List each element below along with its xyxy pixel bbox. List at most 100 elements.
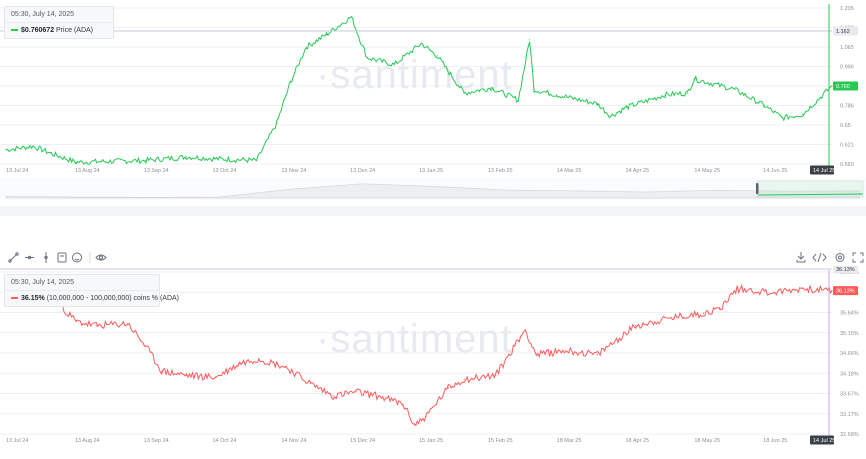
x-tick-label: 14 Jun 25 bbox=[763, 168, 787, 174]
data-point bbox=[463, 92, 465, 94]
date-badge-label: 14 Jul 25 bbox=[813, 438, 835, 444]
data-point bbox=[305, 46, 307, 48]
date-badge bbox=[810, 165, 834, 175]
data-point bbox=[75, 161, 77, 163]
data-point bbox=[276, 122, 278, 124]
holders-chart-panel[interactable]: ·santiment36.60%36.13%35.64%35.15%34.66%… bbox=[0, 264, 866, 454]
data-point bbox=[596, 103, 598, 105]
crosshair-value-badge bbox=[833, 264, 858, 274]
x-tick-label: 14 Oct 24 bbox=[213, 438, 237, 444]
trend-line-icon[interactable] bbox=[8, 252, 19, 263]
data-point bbox=[734, 88, 736, 91]
price-chart[interactable]: ·santiment1.2051.1621.0650.9960.9270.786… bbox=[0, 0, 866, 212]
data-point bbox=[528, 39, 531, 41]
y-tick-label: 33.17% bbox=[840, 412, 859, 418]
data-point bbox=[596, 354, 598, 356]
x-tick-label: 18 Jun 25 bbox=[763, 438, 787, 444]
y-tick-label: 1.065 bbox=[840, 45, 854, 51]
vertical-line-icon[interactable] bbox=[44, 252, 48, 263]
panel-separator bbox=[0, 206, 866, 216]
data-point bbox=[127, 323, 129, 325]
holders-chart[interactable]: ·santiment36.60%36.13%35.64%35.15%34.66%… bbox=[0, 264, 866, 454]
x-tick-label: 13 Dec 24 bbox=[350, 168, 375, 174]
date-badge bbox=[810, 435, 834, 445]
x-tick-label: 13 Aug 24 bbox=[75, 168, 100, 174]
data-point bbox=[413, 424, 416, 426]
y-tick-label: 0.996 bbox=[840, 65, 854, 71]
data-point bbox=[664, 94, 666, 96]
data-point bbox=[255, 159, 258, 162]
current-value-badge bbox=[833, 286, 858, 296]
y-tick-label: 33.67% bbox=[840, 392, 859, 398]
data-point bbox=[332, 395, 334, 397]
note-icon[interactable] bbox=[57, 252, 67, 263]
watermark: ·santiment bbox=[316, 53, 513, 97]
tooltip-label: Price (ADA) bbox=[56, 27, 93, 34]
y-tick-label: 34.66% bbox=[840, 351, 859, 357]
data-point bbox=[565, 349, 567, 352]
data-point bbox=[366, 57, 368, 59]
x-tick-label: 14 Apr 25 bbox=[626, 168, 650, 174]
fullscreen-icon[interactable] bbox=[852, 252, 864, 263]
download-icon[interactable] bbox=[796, 252, 806, 263]
series-line bbox=[5, 284, 833, 427]
navigator-handle[interactable] bbox=[756, 183, 759, 194]
tooltip-row: $0.760672 Price (ADA) bbox=[5, 23, 113, 38]
x-tick-label: 13 Oct 24 bbox=[213, 168, 237, 174]
price-chart-panel[interactable]: ·santiment1.2051.1621.0650.9960.9270.786… bbox=[0, 0, 866, 212]
data-point bbox=[350, 16, 352, 18]
x-tick-label: 18 Mar 25 bbox=[557, 438, 582, 444]
data-point bbox=[763, 104, 765, 107]
x-tick-label: 14 Nov 24 bbox=[281, 438, 306, 444]
data-point bbox=[436, 55, 438, 57]
x-tick-label: 18 Apr 25 bbox=[626, 438, 650, 444]
settings-icon[interactable] bbox=[835, 253, 845, 262]
embed-icon[interactable] bbox=[812, 252, 827, 263]
current-value-label: 36.13% bbox=[836, 289, 855, 295]
data-point bbox=[718, 308, 720, 310]
y-tick-label: 35.15% bbox=[840, 331, 859, 337]
data-point bbox=[420, 42, 422, 45]
y-tick-label: 1.205 bbox=[840, 6, 854, 12]
data-point bbox=[626, 106, 628, 108]
data-point bbox=[145, 345, 147, 347]
data-point bbox=[185, 156, 188, 158]
data-point bbox=[258, 358, 260, 360]
x-tick-label: 13 Jul 24 bbox=[6, 438, 28, 444]
date-badge-label: 14 Jul 25 bbox=[813, 168, 835, 174]
y-tick-label: 35.64% bbox=[840, 311, 859, 317]
data-point bbox=[355, 391, 357, 393]
data-point bbox=[535, 354, 537, 356]
y-tick-label: 0.65 bbox=[840, 123, 851, 129]
data-point bbox=[556, 94, 558, 96]
data-point bbox=[772, 292, 774, 294]
x-tick-label: 15 Jan 25 bbox=[419, 438, 443, 444]
data-point bbox=[425, 416, 427, 418]
navigator-area bbox=[5, 183, 861, 199]
data-point bbox=[215, 376, 217, 378]
data-point bbox=[495, 374, 497, 376]
x-tick-label: 15 Feb 25 bbox=[488, 438, 513, 444]
y-tick-label: 34.18% bbox=[840, 371, 859, 377]
eye-icon[interactable] bbox=[95, 254, 107, 261]
x-tick-label: 13 Nov 24 bbox=[281, 168, 306, 174]
data-point bbox=[161, 370, 163, 372]
data-point bbox=[393, 64, 395, 66]
current-value-badge bbox=[833, 81, 858, 91]
data-point bbox=[32, 145, 34, 147]
data-point bbox=[736, 287, 738, 290]
x-tick-label: 18 May 25 bbox=[694, 438, 720, 444]
data-point bbox=[5, 149, 7, 151]
data-point bbox=[310, 382, 312, 385]
tooltip-date: 05:30, July 14, 2025 bbox=[5, 7, 113, 23]
horizontal-line-icon[interactable] bbox=[25, 255, 34, 260]
emoji-icon[interactable] bbox=[72, 252, 82, 263]
data-point bbox=[517, 99, 519, 101]
data-point bbox=[693, 78, 695, 80]
crosshair-value-label: 36.13% bbox=[836, 267, 855, 273]
navigator-series bbox=[757, 193, 864, 196]
data-point bbox=[610, 115, 612, 117]
data-point bbox=[75, 320, 77, 323]
crosshair-value-label: 1.162 bbox=[836, 29, 850, 35]
x-tick-label: 14 May 25 bbox=[694, 168, 720, 174]
